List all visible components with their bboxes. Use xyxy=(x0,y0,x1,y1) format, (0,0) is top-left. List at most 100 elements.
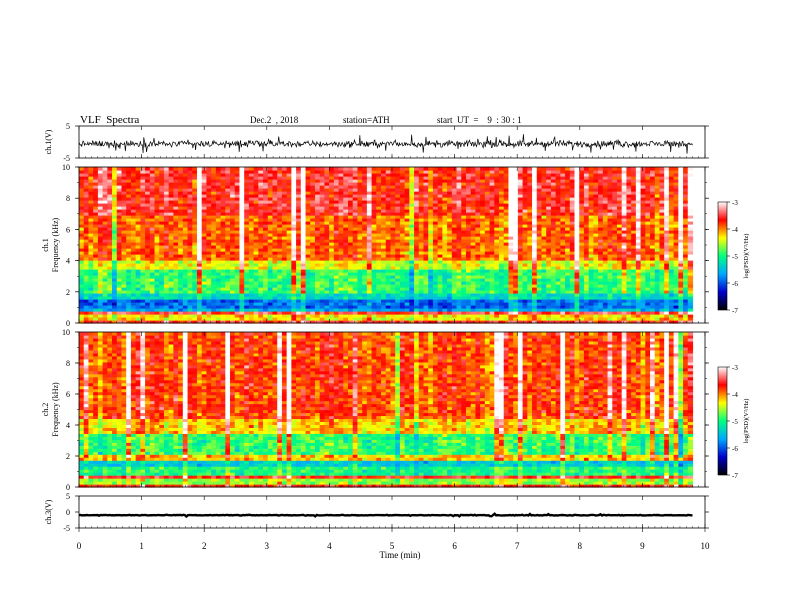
spectrogram-cell xyxy=(569,278,576,282)
spectrogram-cell xyxy=(465,227,472,231)
spectrogram-cell xyxy=(258,215,264,219)
spectrogram-cell xyxy=(390,233,396,237)
spectrogram-cell xyxy=(239,242,245,246)
spectrogram-cell xyxy=(112,308,118,312)
spectrogram-cell xyxy=(126,257,132,261)
spectrogram-cell xyxy=(116,215,123,219)
spectrogram-cell xyxy=(130,296,137,300)
spectrogram-cell xyxy=(588,281,594,285)
spectrogram-cell xyxy=(480,296,486,300)
spectrogram-cell xyxy=(149,320,156,324)
spectrogram-cell xyxy=(650,290,656,294)
spectrogram-cell xyxy=(248,278,255,282)
spectrogram-cell xyxy=(668,305,675,309)
spectrogram-cell xyxy=(678,290,684,294)
spectrogram-cell xyxy=(560,239,566,243)
spectrogram-cell xyxy=(253,314,259,318)
spectrogram-cell xyxy=(565,281,571,285)
spectrogram-cell xyxy=(451,278,458,282)
spectrogram-cell xyxy=(650,275,656,279)
spectrogram-cell xyxy=(404,257,410,261)
spectrogram-cell xyxy=(621,287,628,291)
spectrogram-cell xyxy=(97,305,104,309)
spectrogram-cell xyxy=(291,224,297,228)
spectrogram-cell xyxy=(310,305,316,309)
spectrogram-cell xyxy=(423,257,429,261)
spectrogram-cell xyxy=(385,317,392,321)
spectrogram-cell xyxy=(93,212,99,216)
spectrogram-cell xyxy=(447,251,453,255)
spectrogram-cell xyxy=(88,209,94,213)
spectrogram-cell xyxy=(206,275,212,279)
spectrogram-cell xyxy=(499,260,505,264)
spectrogram-cell xyxy=(635,248,642,252)
spectrogram-cell xyxy=(168,299,174,303)
spectrogram-cell xyxy=(83,320,90,324)
spectrogram-cell xyxy=(484,302,491,306)
spectrogram-cell xyxy=(583,233,590,237)
spectrogram-cell xyxy=(640,221,646,225)
spectrogram-cell xyxy=(206,311,212,315)
spectrogram-cell xyxy=(517,302,524,306)
spectrogram-cell xyxy=(583,266,590,270)
spectrogram-cell xyxy=(126,302,132,306)
spectrogram-cell xyxy=(319,227,325,231)
spectrogram-cell xyxy=(248,293,255,297)
spectrogram-cell xyxy=(560,299,566,303)
spectrogram-cell xyxy=(616,242,623,246)
spectrogram-cell xyxy=(97,224,104,228)
spectrogram-cell xyxy=(93,230,99,234)
spectrogram-cell xyxy=(390,317,396,321)
spectrogram-cell xyxy=(244,245,250,249)
spectrogram-cell xyxy=(310,317,316,321)
spectrogram-cell xyxy=(116,269,123,273)
spectrogram-cell xyxy=(300,215,307,219)
spectrogram-cell xyxy=(239,218,245,222)
spectrogram-cell xyxy=(390,260,396,264)
spectrogram-cell xyxy=(79,212,85,216)
spectrogram-cell xyxy=(385,227,392,231)
spectrogram-cell xyxy=(168,290,174,294)
spectrogram-cell xyxy=(314,218,321,222)
spectrogram-cell xyxy=(465,293,472,297)
spectrogram-cell xyxy=(182,242,189,246)
spectrogram-cell xyxy=(414,218,420,222)
spectrogram-cell xyxy=(154,257,160,261)
spectrogram-cell xyxy=(107,299,113,303)
spectrogram-cell xyxy=(414,224,420,228)
spectrogram-cell xyxy=(404,305,410,309)
spectrogram-cell xyxy=(404,221,410,225)
spectrogram-cell xyxy=(220,305,226,309)
spectrogram-cell xyxy=(112,251,118,255)
spectrogram-cell xyxy=(225,293,231,297)
spectrogram-cell xyxy=(357,248,363,252)
spectrogram-cell xyxy=(220,218,226,222)
spectrogram-cell xyxy=(154,311,160,315)
spectrogram-cell xyxy=(130,260,137,264)
spectrogram-cell xyxy=(107,296,113,300)
spectrogram-cell xyxy=(437,257,443,261)
spectrogram-cell xyxy=(371,302,377,306)
spectrogram-cell xyxy=(631,212,637,216)
spectrogram-cell xyxy=(196,218,203,222)
spectrogram-cell xyxy=(428,245,434,249)
spectrogram-cell xyxy=(163,272,170,276)
spectrogram-cell xyxy=(178,263,184,267)
spectrogram-cell xyxy=(626,290,632,294)
spectrogram-cell xyxy=(461,230,467,234)
spectrogram-cell xyxy=(296,254,302,258)
spectrogram-cell xyxy=(447,245,453,249)
spectrogram-cell xyxy=(508,305,514,309)
spectrogram-cell xyxy=(258,272,264,276)
spectrogram-cell xyxy=(527,317,533,321)
spectrogram-cell xyxy=(593,290,599,294)
spectrogram-cell xyxy=(423,314,429,318)
spectrogram-cell xyxy=(583,212,590,216)
spectrogram-cell xyxy=(140,263,146,267)
spectrogram-cell xyxy=(659,266,665,270)
spectrogram-cell xyxy=(381,314,387,318)
spectrogram-cell xyxy=(371,308,377,312)
spectrogram-cell xyxy=(357,272,363,276)
spectrogram-cell xyxy=(631,224,637,228)
spectrogram-cell xyxy=(579,266,585,270)
